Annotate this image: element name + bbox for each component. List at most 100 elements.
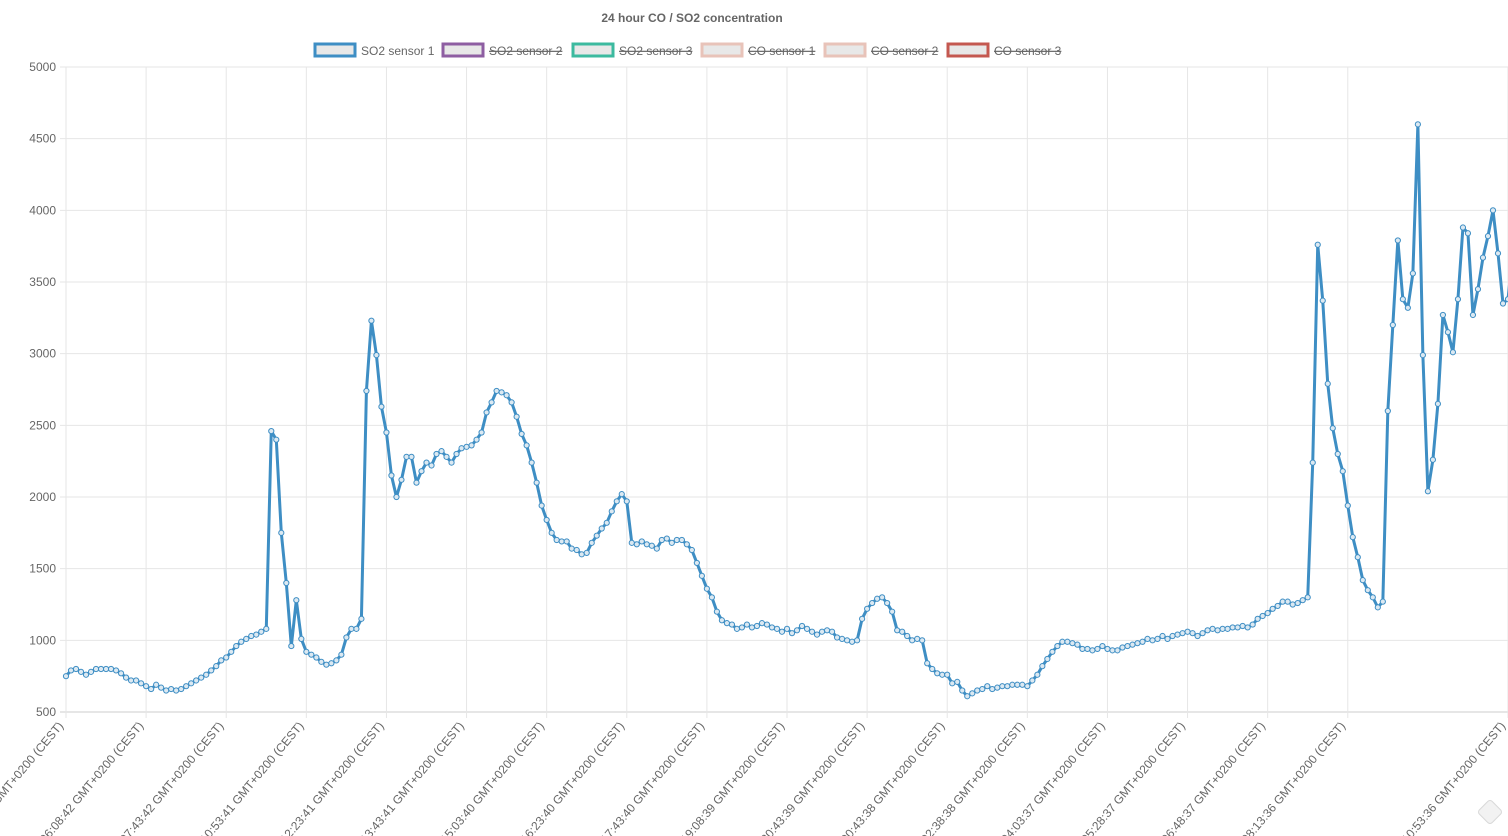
- data-point[interactable]: [403, 453, 410, 460]
- data-point[interactable]: [67, 667, 75, 674]
- data-point[interactable]: [503, 392, 510, 399]
- data-point[interactable]: [173, 687, 180, 694]
- data-point[interactable]: [1499, 300, 1507, 307]
- data-point[interactable]: [1349, 534, 1356, 541]
- data-point[interactable]: [598, 525, 605, 532]
- data-point[interactable]: [698, 572, 705, 579]
- data-point[interactable]: [984, 683, 991, 690]
- data-point[interactable]: [994, 684, 1001, 691]
- data-point[interactable]: [1384, 407, 1391, 415]
- data-point[interactable]: [718, 617, 726, 624]
- data-point[interactable]: [1399, 296, 1406, 303]
- data-point[interactable]: [683, 541, 690, 548]
- data-point[interactable]: [458, 445, 465, 452]
- data-point[interactable]: [1474, 286, 1482, 293]
- data-point[interactable]: [523, 442, 530, 449]
- data-point[interactable]: [843, 637, 851, 644]
- data-point[interactable]: [1379, 598, 1386, 605]
- data-point[interactable]: [1314, 241, 1321, 248]
- data-point[interactable]: [1364, 587, 1371, 594]
- data-point[interactable]: [999, 683, 1006, 690]
- data-point[interactable]: [889, 608, 896, 615]
- data-point[interactable]: [1039, 663, 1046, 670]
- data-point[interactable]: [1269, 605, 1276, 612]
- data-point[interactable]: [368, 317, 375, 324]
- data-point[interactable]: [1159, 632, 1166, 640]
- data-point[interactable]: [1089, 647, 1096, 654]
- legend-item[interactable]: CO sensor 2: [823, 42, 939, 58]
- data-point[interactable]: [1114, 647, 1121, 654]
- data-point[interactable]: [678, 536, 685, 544]
- data-point[interactable]: [608, 508, 615, 515]
- data-point[interactable]: [72, 665, 80, 673]
- data-point[interactable]: [1094, 645, 1101, 653]
- data-point[interactable]: [728, 621, 736, 628]
- data-point[interactable]: [448, 459, 455, 466]
- data-point[interactable]: [703, 585, 710, 592]
- data-point[interactable]: [1029, 677, 1036, 684]
- data-point[interactable]: [1144, 635, 1151, 643]
- data-point[interactable]: [102, 665, 110, 673]
- data-point[interactable]: [919, 637, 926, 644]
- data-point[interactable]: [1254, 615, 1261, 622]
- data-point[interactable]: [92, 665, 100, 673]
- data-point[interactable]: [588, 539, 595, 546]
- data-point[interactable]: [638, 538, 645, 545]
- data-point[interactable]: [1239, 622, 1246, 630]
- data-point[interactable]: [133, 677, 140, 684]
- data-point[interactable]: [593, 532, 600, 539]
- data-point[interactable]: [808, 628, 816, 635]
- data-point[interactable]: [768, 624, 776, 631]
- data-point[interactable]: [318, 658, 325, 665]
- data-point[interactable]: [1434, 400, 1442, 407]
- data-point[interactable]: [623, 498, 630, 505]
- data-point[interactable]: [1199, 630, 1206, 637]
- data-point[interactable]: [748, 624, 756, 631]
- data-point[interactable]: [874, 595, 881, 602]
- data-point[interactable]: [643, 541, 650, 548]
- data-point[interactable]: [1344, 502, 1351, 509]
- data-point[interactable]: [218, 657, 225, 664]
- data-point[interactable]: [1464, 230, 1472, 237]
- data-point[interactable]: [308, 651, 315, 658]
- data-point[interactable]: [1229, 624, 1236, 631]
- data-point[interactable]: [733, 625, 741, 632]
- data-point[interactable]: [848, 638, 856, 645]
- data-point[interactable]: [1244, 624, 1251, 631]
- data-point[interactable]: [838, 635, 846, 643]
- data-point[interactable]: [148, 685, 155, 693]
- data-point[interactable]: [378, 403, 385, 410]
- data-point[interactable]: [583, 549, 590, 557]
- data-point[interactable]: [193, 677, 200, 684]
- data-point[interactable]: [578, 551, 585, 558]
- data-point[interactable]: [338, 651, 345, 658]
- data-point[interactable]: [333, 657, 340, 664]
- data-point[interactable]: [393, 493, 400, 501]
- data-point[interactable]: [213, 663, 220, 670]
- data-point[interactable]: [813, 631, 821, 638]
- data-point[interactable]: [453, 450, 460, 458]
- data-point[interactable]: [939, 671, 946, 678]
- data-point[interactable]: [633, 541, 640, 548]
- data-point[interactable]: [348, 625, 355, 632]
- data-point[interactable]: [743, 621, 751, 628]
- data-point[interactable]: [713, 608, 721, 615]
- data-point[interactable]: [428, 462, 435, 469]
- data-point[interactable]: [538, 502, 545, 509]
- data-point[interactable]: [904, 632, 911, 640]
- data-point[interactable]: [313, 654, 320, 661]
- data-point[interactable]: [1309, 459, 1316, 466]
- data-point[interactable]: [793, 627, 801, 634]
- data-point[interactable]: [1184, 628, 1191, 635]
- data-point[interactable]: [548, 529, 555, 536]
- data-point[interactable]: [964, 693, 971, 700]
- legend-item[interactable]: SO2 sensor 3: [571, 42, 693, 58]
- data-point[interactable]: [483, 409, 490, 416]
- data-point[interactable]: [423, 459, 430, 466]
- data-point[interactable]: [188, 680, 195, 687]
- data-point[interactable]: [283, 579, 290, 587]
- data-point[interactable]: [568, 545, 575, 552]
- data-point[interactable]: [1104, 645, 1111, 653]
- legend-item[interactable]: CO sensor 3: [946, 42, 1062, 58]
- data-point[interactable]: [1034, 671, 1041, 678]
